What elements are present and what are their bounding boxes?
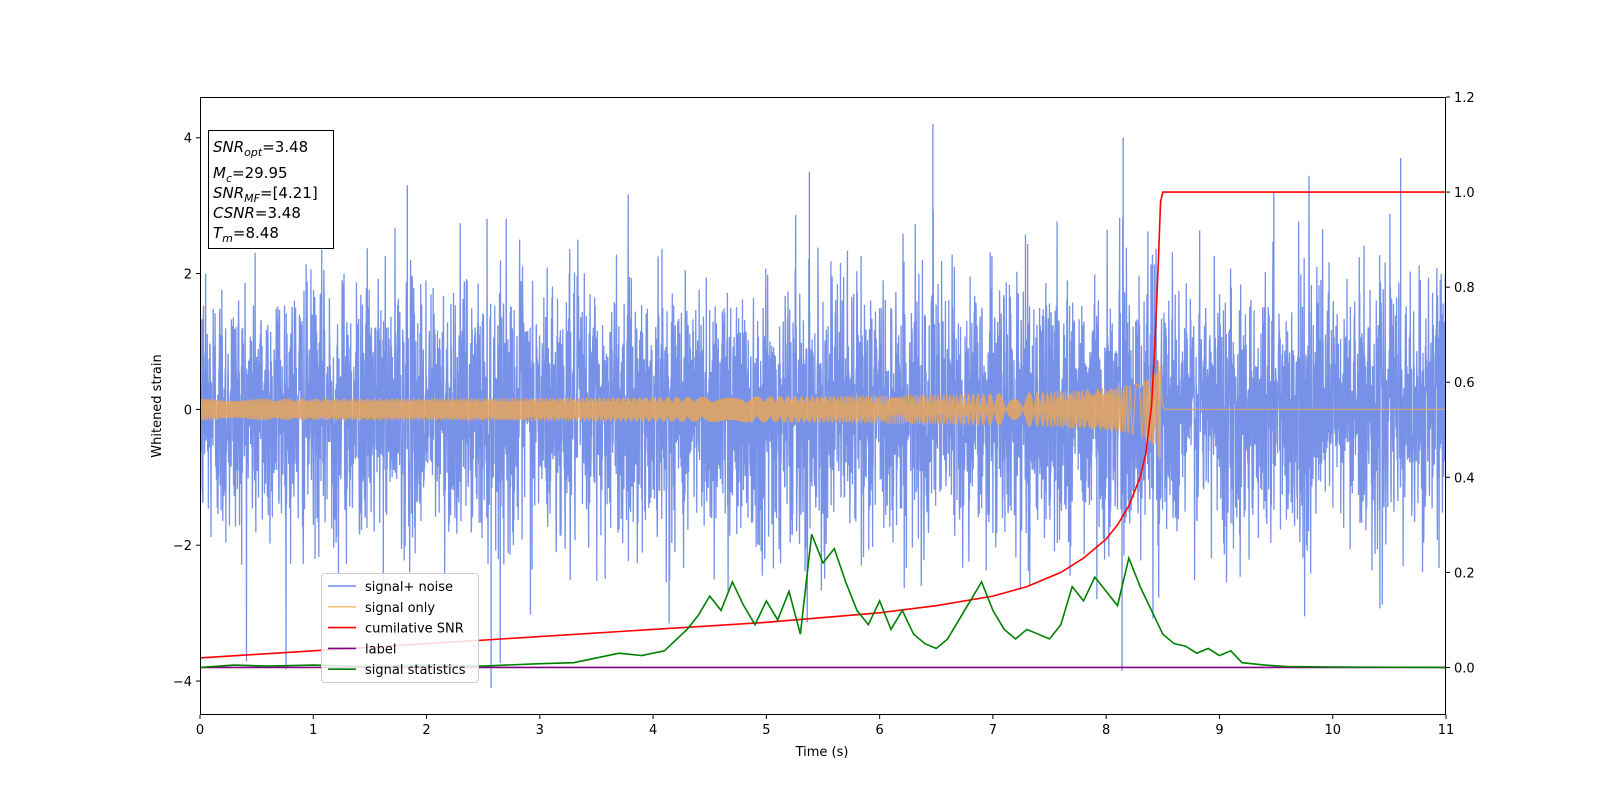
x-tick-label: 9	[1215, 723, 1223, 738]
annotation-line-2-value: =29.95	[232, 164, 288, 182]
annotation-line-5-sub: m	[222, 232, 233, 245]
annotation-line-5-name: T	[213, 224, 224, 242]
annotation-line-1-value: =3.48	[262, 138, 308, 156]
x-tick-label: 3	[536, 723, 544, 738]
annotation-line-4: CSNR=3.48	[213, 204, 301, 222]
y-right-tick-label: 0.4	[1454, 471, 1475, 486]
annotation-frame	[208, 130, 334, 249]
x-tick-label: 1	[309, 723, 317, 738]
annotation-line-2-name: M	[213, 164, 226, 182]
y-right-tick-label: 1.0	[1454, 186, 1475, 201]
x-tick-label: 11	[1438, 723, 1455, 738]
annotation-line-1: SNRopt=3.48	[213, 138, 308, 159]
series-signal-only	[200, 361, 1446, 461]
y-left-tick-label: 2	[184, 268, 192, 283]
y-axis-label: Whitened strain	[150, 354, 165, 457]
legend-label: signal statistics	[365, 663, 466, 678]
x-tick-label: 5	[762, 723, 770, 738]
y-axis-left: −4 −2 0 2 4	[173, 132, 200, 690]
x-tick-label: 6	[875, 723, 883, 738]
legend-label: cumilative SNR	[365, 622, 464, 637]
y-left-tick-label: −4	[173, 675, 192, 690]
plot-area	[200, 124, 1446, 688]
x-tick-label: 0	[196, 723, 204, 738]
annotation-line-3-sub: MF	[244, 192, 260, 205]
legend-frame	[321, 573, 479, 683]
legend-label: signal+ noise	[365, 580, 453, 595]
annotation-line-1-name: SNR	[213, 138, 244, 156]
y-left-tick-label: 4	[184, 132, 192, 147]
annotation-line-4-value: =3.48	[255, 204, 301, 222]
y-right-tick-label: 0.6	[1454, 376, 1475, 391]
annotation-line-3-value: =[4.21]	[260, 184, 318, 202]
y-left-tick-label: −2	[173, 539, 192, 554]
x-tick-label: 10	[1324, 723, 1341, 738]
y-left-tick-label: 0	[184, 403, 192, 418]
annotation-line-1-sub: opt	[244, 146, 263, 159]
annotation-line-5-value: =8.48	[233, 224, 279, 242]
y-right-tick-label: 0.0	[1454, 661, 1475, 676]
y-axis-right: 0.0 0.2 0.4 0.6 0.8 1.0 1.2	[1446, 91, 1475, 676]
x-axis: 0 1 2 3 4 5 6 7 8 9 10 11	[196, 715, 1454, 738]
annotation-line-2: Mc=29.95	[213, 164, 288, 185]
plot-frame	[200, 97, 1446, 715]
x-tick-label: 4	[649, 723, 657, 738]
y-right-tick-label: 1.2	[1454, 91, 1475, 106]
series-signal-statistics	[200, 534, 1446, 669]
x-tick-label: 7	[989, 723, 997, 738]
legend: signal+ noise signal only cumilative SNR la…	[321, 573, 479, 683]
annotation-line-2-sub: c	[226, 172, 232, 185]
annotation-line-5: Tm=8.48	[213, 224, 279, 245]
legend-label: signal only	[365, 601, 435, 616]
annotation-line-4-name: CSNR	[213, 204, 255, 222]
annotation-box: SNRopt=3.48 Mc=29.95 SNRMF=[4.21] CSNR=3…	[208, 130, 334, 249]
series-cumilative-snr	[200, 191, 1446, 659]
x-axis-label: Time (s)	[795, 745, 849, 760]
y-right-tick-label: 0.8	[1454, 281, 1475, 296]
x-tick-label: 2	[422, 723, 430, 738]
x-tick-label: 8	[1102, 723, 1110, 738]
y-right-tick-label: 0.2	[1454, 566, 1475, 581]
annotation-line-3-name: SNR	[213, 184, 244, 202]
legend-label: label	[365, 642, 396, 657]
annotation-line-3: SNRMF=[4.21]	[213, 184, 318, 205]
